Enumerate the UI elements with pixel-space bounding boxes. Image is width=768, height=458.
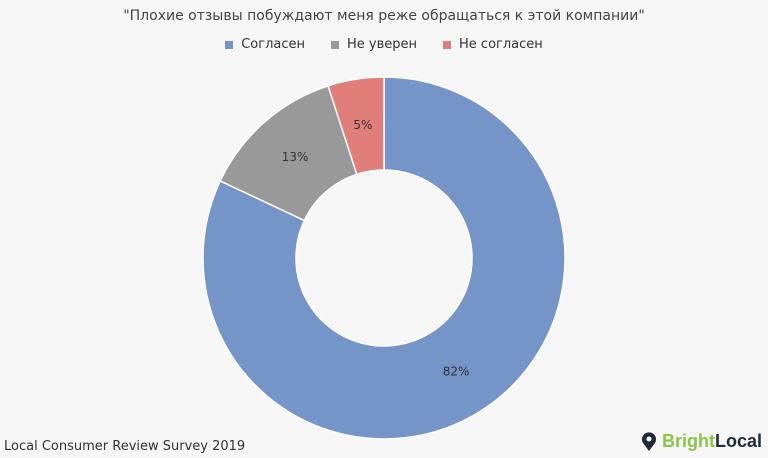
legend-swatch [443, 40, 452, 49]
chart-title: "Плохие отзывы побуждают меня реже обращ… [123, 8, 645, 24]
legend-swatch [331, 40, 339, 49]
legend-label: Согласен [241, 37, 305, 52]
data-label: 82% [443, 365, 470, 379]
data-label: 13% [282, 150, 309, 164]
brightlocal-logo: Bright Local [640, 431, 762, 452]
legend-item-unsure: Не уверен [331, 37, 417, 52]
donut-slice-2 [327, 76, 385, 176]
legend-label: Не уверен [347, 37, 418, 52]
legend-item-disagree: Не согласен [443, 37, 543, 52]
logo-text-local: Local [714, 431, 762, 451]
legend-swatch [225, 40, 234, 49]
location-pin-icon [641, 431, 656, 451]
legend-item-agree: Согласен [225, 37, 305, 52]
donut-slice-0 [202, 76, 566, 440]
data-label: 5% [353, 118, 372, 132]
legend-label: Не согласен [459, 37, 543, 52]
logo-text-bright: Bright [661, 431, 715, 451]
legend: Согласен Не уверен Не согласен [0, 37, 768, 52]
source-note: Local Consumer Review Survey 2019 [4, 439, 246, 454]
